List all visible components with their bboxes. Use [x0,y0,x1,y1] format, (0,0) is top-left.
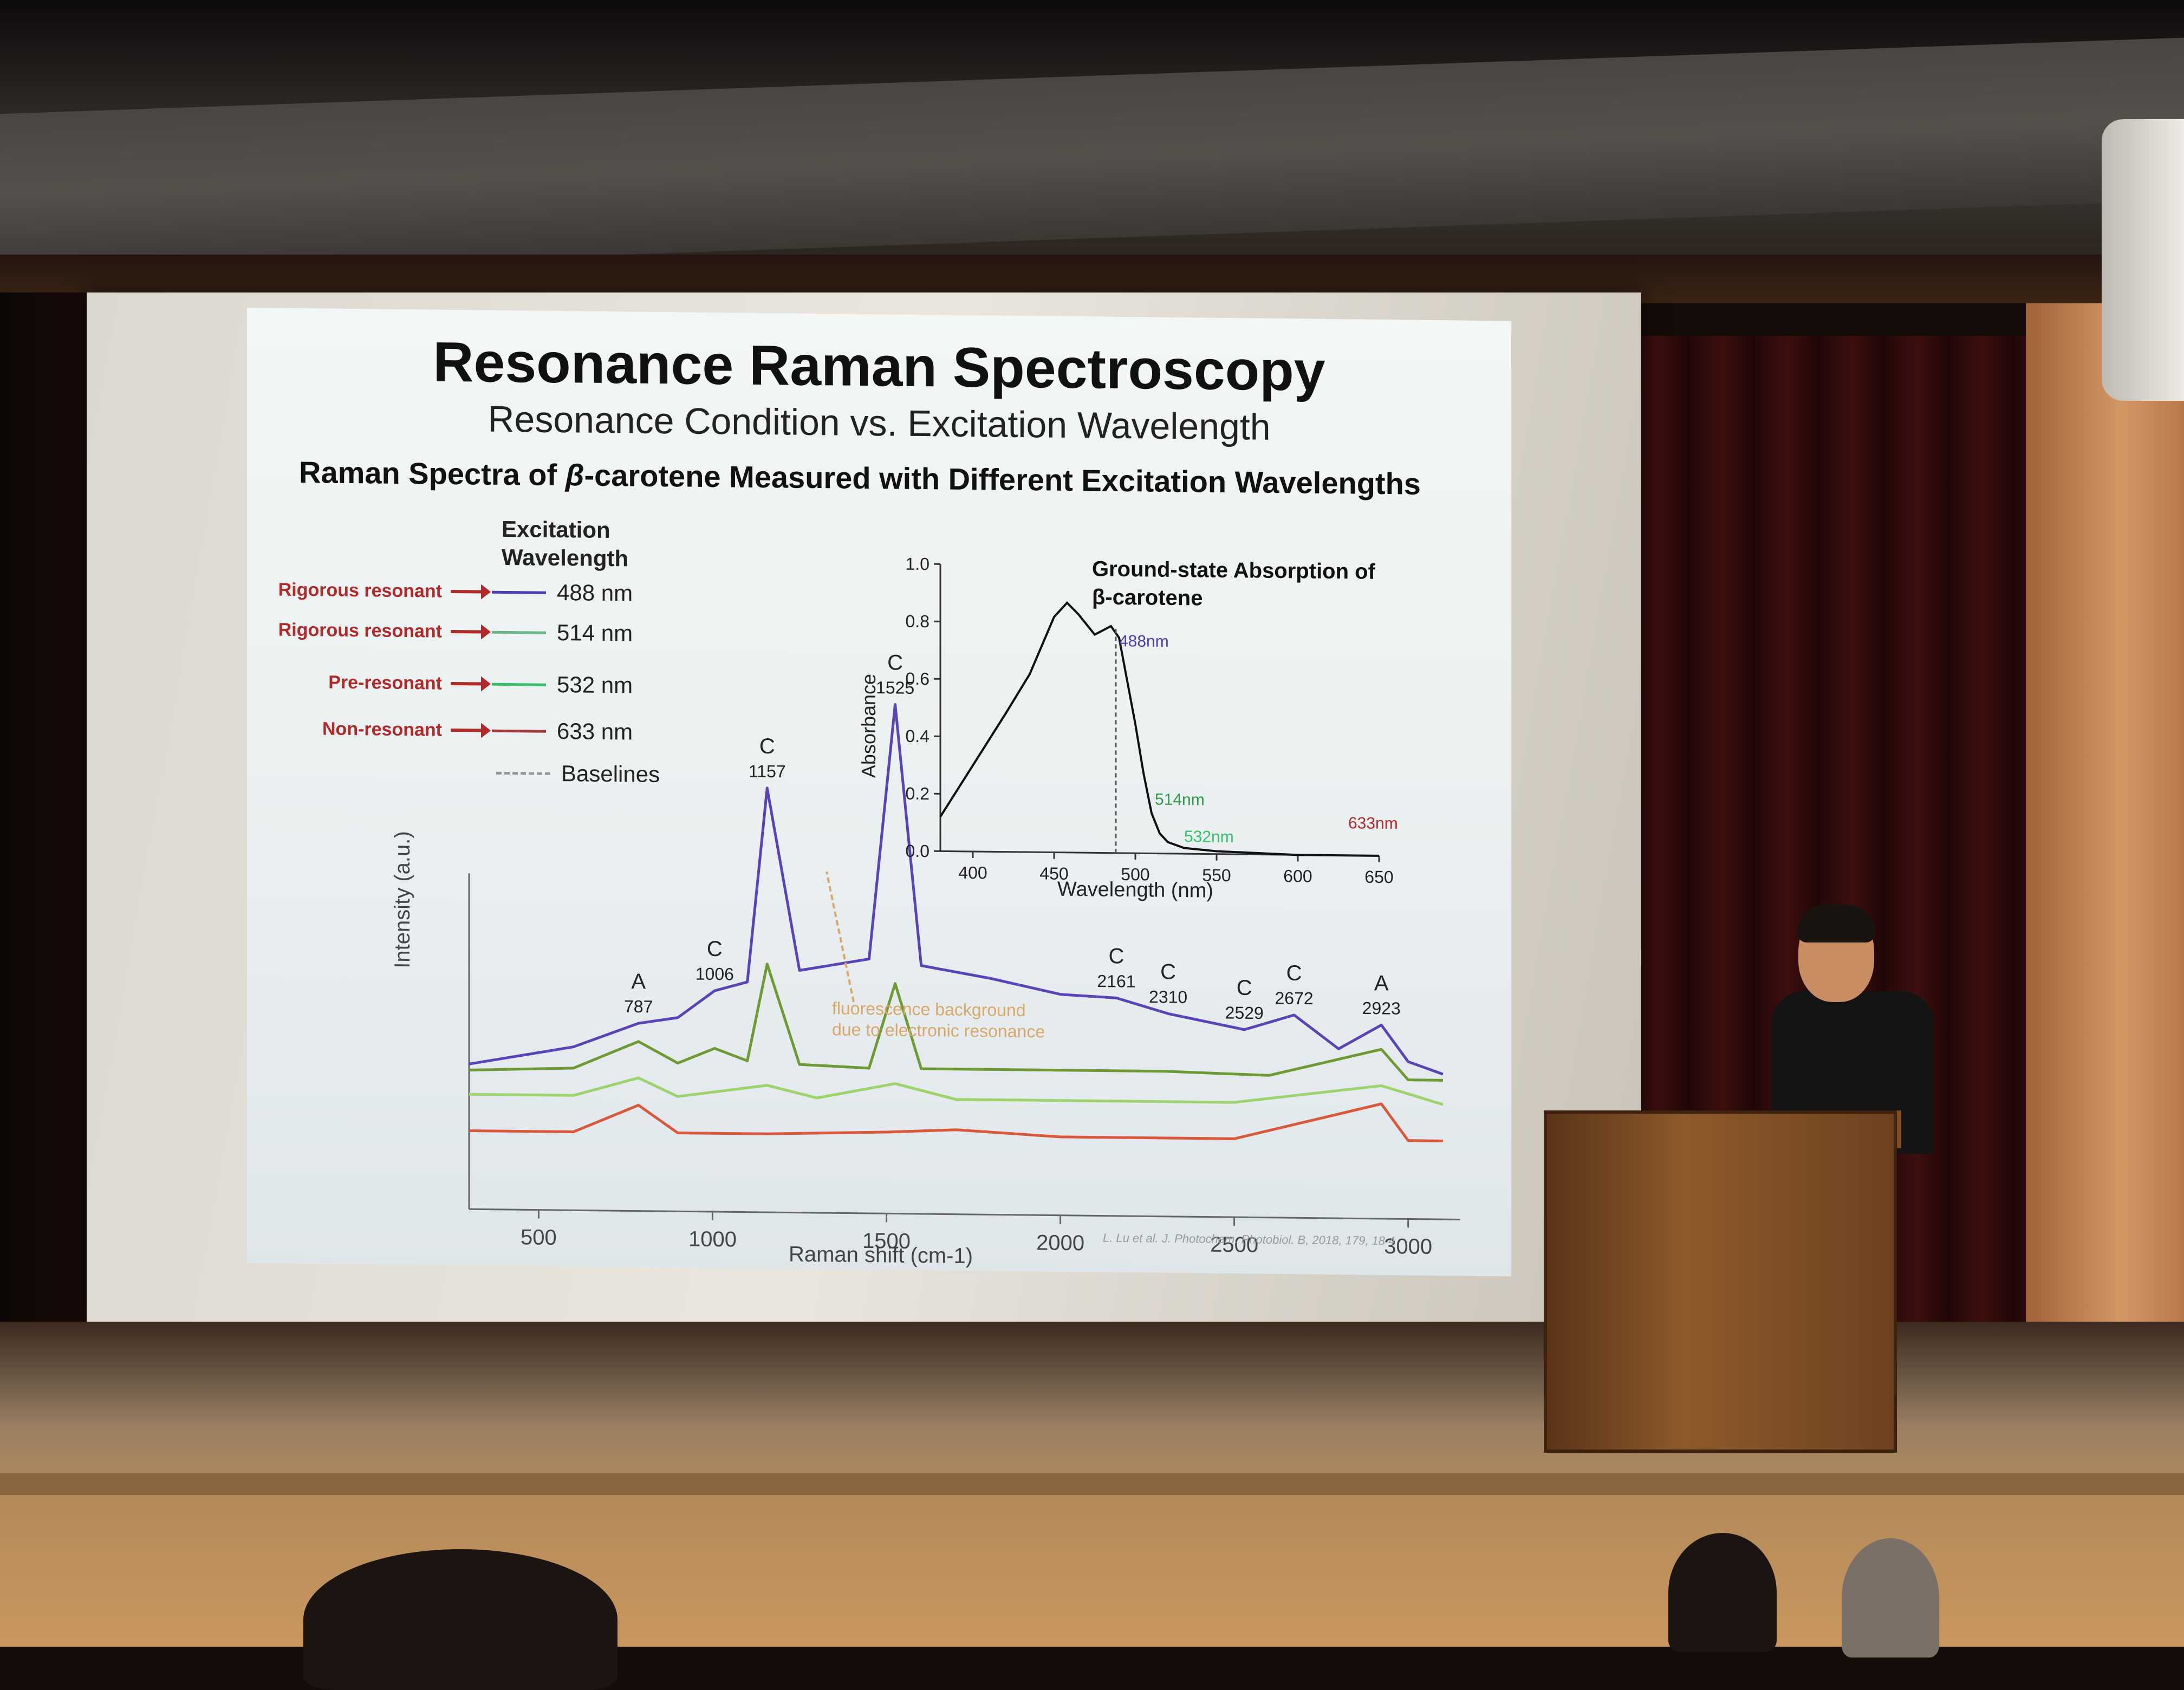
peak-value-label: 1157 [749,761,786,781]
inset-y-axis-label: Absorbance [859,674,880,778]
slide-heading: Raman Spectra of β-carotene Measured wit… [299,454,1491,502]
series-line [469,1094,1443,1141]
inset-x-tick-label: 400 [958,863,987,883]
stage-edge [0,1473,2184,1495]
marker-label: 633nm [1348,814,1398,833]
peak-value-label: 2310 [1149,987,1187,1007]
peak-value-label: 1006 [696,964,734,984]
x-axis-label: Raman shift (cm-1) [789,1242,973,1268]
x-axis [469,1209,1460,1219]
annotation-line2: due to electronic resonance [832,1019,1045,1041]
inset-markers: 488nm 514nm 532nm 633nm [1116,629,1398,856]
peak-band-label: C [1160,960,1176,984]
peak-value-label: 2672 [1275,988,1313,1008]
peak-band-label: C [1109,944,1124,968]
peak-band-label: C [1286,961,1302,985]
podium [1544,1110,1897,1453]
peak-band-label: C [707,937,723,961]
peak-band-label: C [759,734,775,758]
audience-head [1668,1533,1777,1652]
audience-head [1842,1538,1939,1658]
right-wall [2026,303,2184,1419]
heading-post: -carotene Measured with Different Excita… [584,458,1420,501]
inset-y-tick-label: 1.0 [906,554,929,574]
security-camera-icon [2102,119,2184,401]
peak-band-label: C [1237,976,1252,1000]
peak-band-label: A [1374,971,1389,995]
marker-label: 514nm [1155,791,1205,809]
inset-x-tick-label: 600 [1283,866,1312,886]
peak-value-label: 787 [624,997,653,1017]
inset-y-tick-label: 0.0 [906,841,929,861]
inset-y-tick-label: 0.4 [906,726,929,746]
presentation-slide: Resonance Raman Spectroscopy Resonance C… [247,308,1511,1276]
y-axis-label: Intensity (a.u.) [391,831,414,968]
inset-x-tick-label: 650 [1364,867,1393,887]
inset-x-axis-label: Wavelength (nm) [1057,878,1213,902]
inset-y-tick-label: 0.2 [906,784,929,803]
peak-value-label: 2529 [1225,1003,1264,1023]
presenter-hair [1797,905,1875,942]
x-tick-label: 1000 [688,1227,737,1252]
audience-head [303,1549,618,1690]
annotation-arrow [827,872,854,1002]
left-wall [0,292,92,1322]
peak-value-label: 2161 [1097,971,1135,991]
heading-pre: Raman Spectra of [299,455,566,492]
peak-band-label: A [631,970,646,993]
series-line [469,1076,1443,1104]
marker-label: 488nm [1119,632,1169,651]
inset-y-tick-label: 0.8 [906,612,929,631]
x-tick-label: 2000 [1036,1231,1084,1255]
annotation-line1: fluorescence background [832,998,1026,1020]
peak-value-label: 2923 [1362,998,1401,1018]
slide-title: Resonance Raman Spectroscopy [247,328,1511,406]
marker-label: 532nm [1184,828,1234,846]
x-tick-label: 500 [521,1225,557,1250]
inset-y-tick-label: 0.6 [906,669,929,688]
heading-beta: β [566,458,584,492]
